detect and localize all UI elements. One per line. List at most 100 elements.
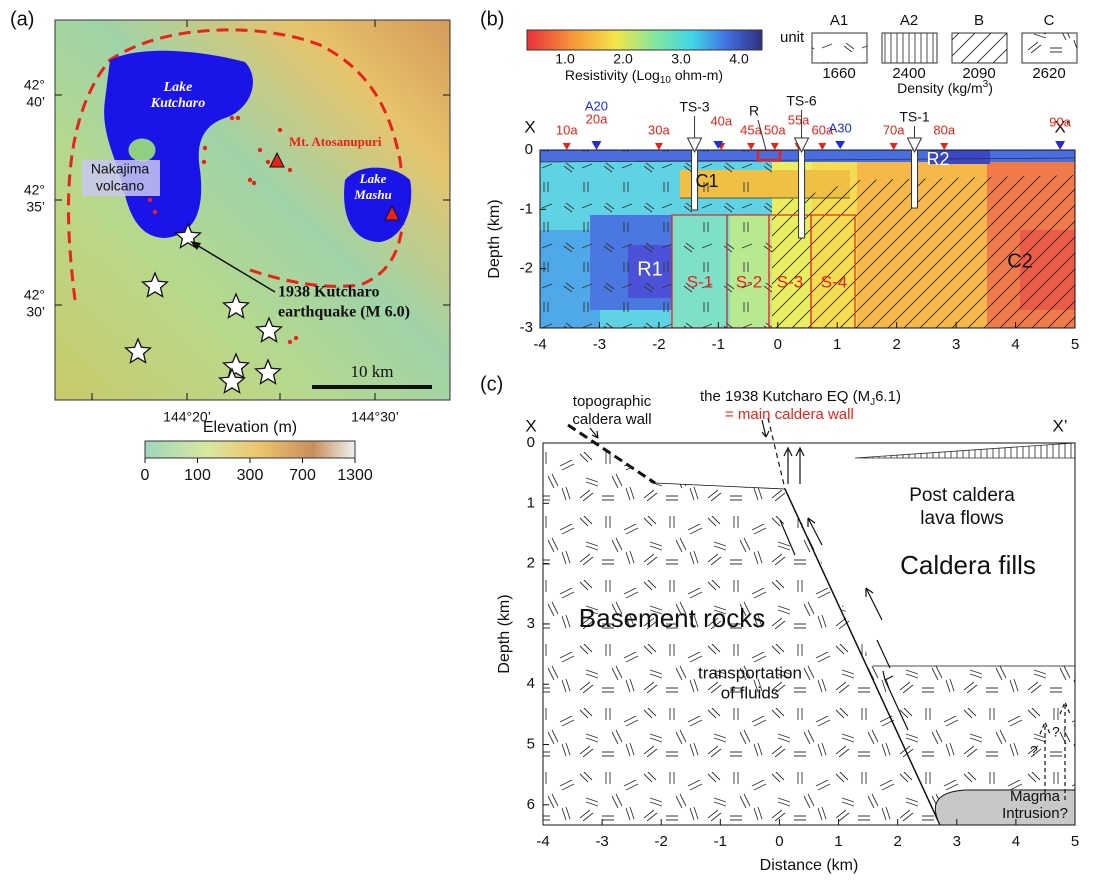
station [1055, 141, 1065, 149]
x-tick-label: 4 [1011, 336, 1019, 353]
x-tick-label: -2 [652, 336, 665, 353]
elevation-colorbar [145, 441, 355, 458]
station [747, 143, 755, 150]
map-label: Mashu [353, 187, 392, 202]
map-label: earthquake (M 6.0) [278, 304, 410, 321]
lat-label: 40’ [26, 94, 45, 110]
y-tick-label: -3 [520, 319, 533, 336]
shape [236, 116, 240, 120]
station [835, 141, 845, 149]
annotation: Intrusion? [1002, 805, 1068, 822]
annotation-part: 6.1) [875, 388, 901, 405]
shape [148, 198, 152, 202]
x-tick-label: 1 [833, 336, 841, 353]
x-tick-label: -1 [714, 833, 727, 850]
section-end: X [524, 117, 535, 136]
station-label: 55a [788, 112, 810, 127]
unit-name: A1 [830, 12, 848, 29]
y-tick-label: 1 [527, 494, 535, 511]
title-part: ohm-m) [671, 67, 723, 83]
r-label: R [749, 103, 759, 119]
unit-name: A2 [900, 12, 918, 29]
lat-label: 42° [24, 287, 45, 303]
resistivity-section [540, 150, 1075, 328]
title-part: 10 [660, 75, 672, 86]
y-tick-label: 2 [527, 555, 535, 572]
shape [153, 210, 157, 214]
annotation: lava flows [920, 508, 1003, 529]
panel-label: (a) [10, 8, 34, 30]
region-label: R1 [637, 258, 663, 280]
x-tick-label: -4 [533, 336, 546, 353]
station [890, 143, 898, 150]
colorbar-tick: 2.0 [613, 51, 633, 67]
colorbar-tick: 100 [184, 467, 211, 484]
map-label: Lake [163, 80, 193, 95]
shape [288, 168, 292, 172]
annotation: of fluids [721, 683, 780, 702]
station-label: A20 [585, 98, 608, 113]
scale-label: 10 km [351, 362, 394, 381]
x-tick-label: -2 [655, 833, 668, 850]
colorbar-tick: 3.0 [671, 51, 691, 67]
title-part: Density (kg/m [897, 80, 983, 96]
unit-swatch-pattern [882, 33, 937, 63]
lon-label: 144°30’ [351, 409, 399, 425]
shape [258, 148, 262, 152]
lat-label: 42° [24, 77, 45, 93]
shape [202, 160, 206, 164]
colorbar-tick: 4.0 [729, 51, 749, 67]
region-label: S-2 [736, 272, 762, 291]
x-tick-label: 1 [834, 833, 842, 850]
annotation: transportation [698, 663, 802, 682]
station [818, 143, 826, 150]
x-tick-label: 3 [952, 336, 960, 353]
station [771, 143, 779, 150]
y-tick-label: 0 [527, 434, 535, 451]
unit-swatch-pattern [952, 33, 1007, 63]
station-label: 50a [764, 122, 786, 137]
x-tick-label: 0 [774, 336, 782, 353]
y-tick-label: 0 [525, 141, 533, 158]
map-label: Kutcharo [150, 96, 205, 111]
unit-density: 2620 [1032, 65, 1065, 82]
region-label: C1 [695, 171, 718, 191]
unit-density: 2090 [962, 65, 995, 82]
y-tick-label: -1 [520, 200, 533, 217]
annotation: Basement rocks [579, 603, 765, 633]
resistivity-colorbar [527, 30, 762, 50]
shape [278, 128, 282, 132]
station [563, 143, 571, 150]
unit-swatch-pattern [1022, 33, 1077, 63]
shape [540, 150, 772, 328]
map-label: Lake [359, 171, 387, 186]
unit-swatch-pattern [812, 33, 867, 63]
section-end: X [525, 416, 536, 435]
colorbar-title: Resistivity (Log10 ohm-m) [565, 67, 723, 86]
annotation-part: the 1938 Kutcharo EQ (M [700, 388, 870, 405]
map-label: Nakajima [91, 161, 150, 177]
annotation: topographic [573, 393, 652, 410]
region-label: C2 [1007, 250, 1033, 272]
annotation: = main caldera wall [725, 406, 854, 423]
x-tick-label: 2 [893, 833, 901, 850]
map-label: volcano [96, 178, 144, 194]
x-tick-label: 3 [953, 833, 961, 850]
x-tick-label: 2 [892, 336, 900, 353]
borehole [912, 150, 918, 208]
shape [866, 588, 882, 620]
annotation: caldera wall [572, 411, 651, 428]
colorbar-tick: 1.0 [555, 51, 575, 67]
annotation: ? [1052, 724, 1060, 740]
borehole-label: TS-1 [899, 109, 930, 125]
station-label: 40a [710, 113, 732, 128]
region-label: S-4 [821, 272, 847, 291]
lat-label: 30’ [26, 304, 45, 320]
annotation: the 1938 Kutcharo EQ (MJ6.1) [700, 388, 901, 408]
station-label: 10a [556, 122, 578, 137]
borehole-label: TS-3 [679, 99, 710, 115]
nakajima-island [128, 138, 156, 162]
region-label: S-3 [777, 272, 803, 291]
title-part: ) [988, 80, 993, 96]
annotation: Post caldera [909, 485, 1015, 506]
